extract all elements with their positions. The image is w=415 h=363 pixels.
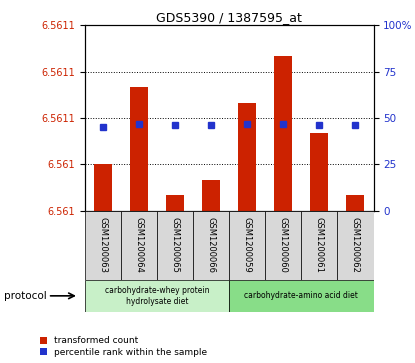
Text: protocol: protocol [4,291,47,301]
Bar [229,211,265,280]
Legend: transformed count, percentile rank within the sample: transformed count, percentile rank withi… [38,335,209,359]
Text: GSM1200060: GSM1200060 [279,217,288,273]
Bar [265,211,301,280]
Bar [166,195,184,211]
Title: GDS5390 / 1387595_at: GDS5390 / 1387595_at [156,11,302,24]
Text: GSM1200066: GSM1200066 [207,217,216,273]
Text: GSM1200065: GSM1200065 [171,217,180,273]
Text: GSM1200059: GSM1200059 [243,217,252,273]
Text: carbohydrate-amino acid diet: carbohydrate-amino acid diet [244,291,358,300]
Bar [310,133,328,211]
Text: carbohydrate-whey protein
hydrolysate diet: carbohydrate-whey protein hydrolysate di… [105,286,210,306]
Bar [202,180,220,211]
Bar [193,211,229,280]
Text: GSM1200062: GSM1200062 [351,217,360,273]
Bar [157,211,193,280]
Bar [301,211,337,280]
Bar [274,56,293,211]
Bar [121,211,157,280]
Bar [347,195,364,211]
Bar [238,102,256,211]
Text: GSM1200063: GSM1200063 [99,217,107,273]
Bar [85,280,229,312]
Bar [85,211,121,280]
Bar [94,164,112,211]
Bar [337,211,374,280]
Text: GSM1200061: GSM1200061 [315,217,324,273]
Text: GSM1200064: GSM1200064 [134,217,144,273]
Bar [229,280,374,312]
Bar [130,87,148,211]
